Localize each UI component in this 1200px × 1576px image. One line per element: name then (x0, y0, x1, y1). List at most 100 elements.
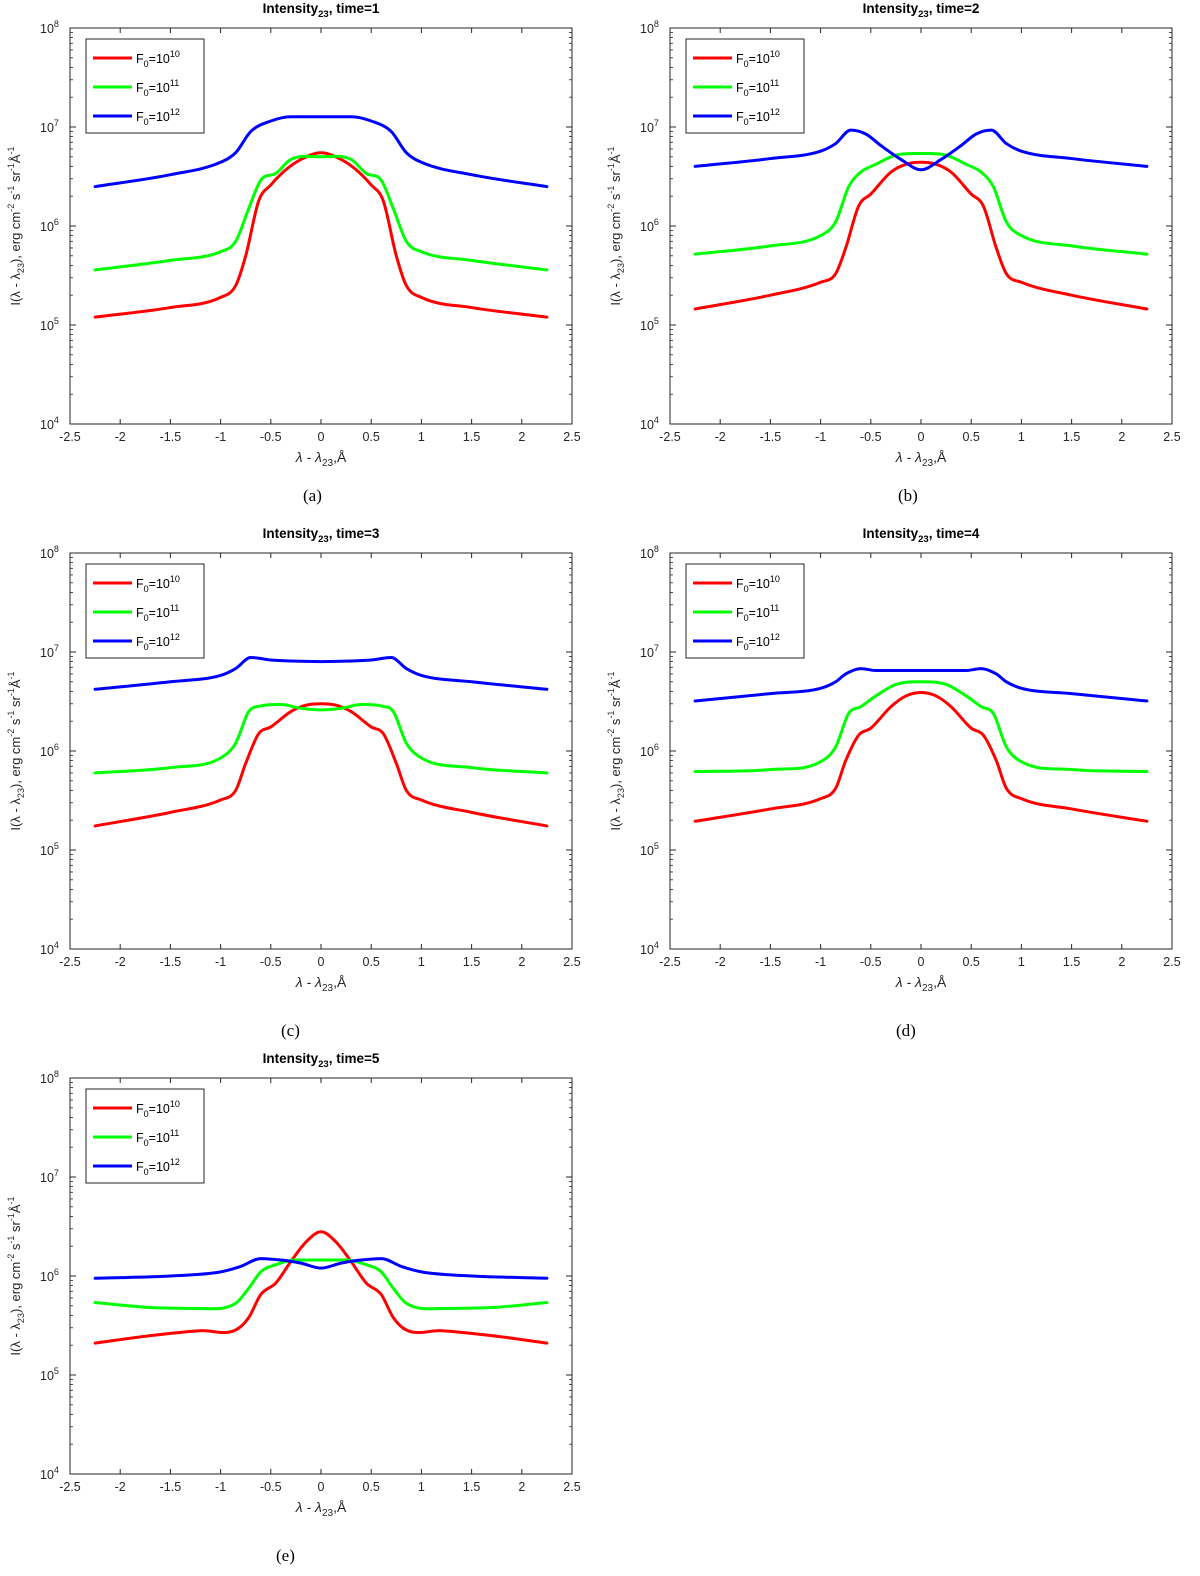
legend-label-12: F0=1012 (136, 632, 180, 652)
legend: F0=1010 F0=1011 F0=1012 (685, 563, 805, 659)
x-tick-label: -0.5 (260, 430, 282, 444)
y-tick-label: 107 (40, 118, 59, 135)
x-tick-label: 1.5 (463, 430, 480, 444)
legend-label-10: F0=1010 (136, 574, 180, 594)
x-tick-label: -2.5 (659, 955, 681, 969)
chart-panel-d: Intensity23, time=4 -2.5 -2 -1.5 -1 -0.5 0 0.5 1… (600, 525, 1200, 1045)
y-tick-label: 105 (40, 841, 59, 858)
legend-label-11: F0=1011 (736, 78, 779, 98)
x-tick-label: 2 (1118, 955, 1125, 969)
series-line-12 (693, 667, 1149, 703)
y-tick-label: 108 (40, 544, 59, 561)
x-tick-label: -2 (115, 430, 126, 444)
chart-title: Intensity23, time=3 (263, 526, 380, 545)
x-tick-label: 1 (418, 955, 425, 969)
y-tick-label: 106 (40, 1267, 59, 1284)
x-tick-label: -1.5 (160, 1480, 182, 1494)
legend-label-12: F0=1012 (136, 1157, 180, 1177)
x-tick-label: 1 (418, 430, 425, 444)
x-tick-label: 1.5 (463, 955, 480, 969)
legend: F0=1010 F0=1011 F0=1012 (85, 563, 205, 659)
x-tick-label: -2.5 (59, 1480, 81, 1494)
chart-title: Intensity23, time=1 (263, 1, 380, 20)
x-tick-label: 1.5 (463, 1480, 480, 1494)
series-line-11 (93, 702, 549, 775)
legend-label-12: F0=1012 (736, 107, 780, 127)
x-tick-label: 0 (318, 1480, 325, 1494)
x-tick-label: -0.5 (260, 1480, 282, 1494)
x-axis-label: λ - λ23,Å (295, 974, 347, 994)
x-tick-label: -2.5 (59, 955, 81, 969)
chart-title: Intensity23, time=4 (863, 526, 980, 545)
x-tick-label: 2 (518, 955, 525, 969)
x-axis-label: λ - λ23,Å (295, 449, 347, 469)
x-tick-label: 0.5 (363, 430, 380, 444)
chart-c: Intensity23, time=3 -2.5 -2 -1.5 -1 -0.5 0 0.5 1… (6, 526, 581, 994)
chart-title: Intensity23, time=5 (263, 1051, 380, 1070)
x-tick-label: 0.5 (363, 955, 380, 969)
series-line-12 (93, 656, 549, 691)
legend-label-11: F0=1011 (136, 603, 179, 623)
x-tick-label: -1 (815, 430, 826, 444)
caption-b: (b) (898, 486, 918, 505)
x-tick-label: 2 (518, 430, 525, 444)
x-tick-label: 0 (918, 955, 925, 969)
x-tick-label: 0.5 (963, 955, 980, 969)
x-tick-label: 0.5 (363, 1480, 380, 1494)
chart-title: Intensity23, time=2 (863, 1, 980, 20)
x-tick-label: -1 (215, 1480, 226, 1494)
y-tick-label: 108 (40, 1069, 59, 1086)
x-tick-label: 2 (1118, 430, 1125, 444)
legend-label-10: F0=1010 (136, 49, 180, 69)
series-line-11 (93, 154, 549, 272)
y-tick-label: 107 (40, 643, 59, 660)
chart-a: Intensity23, time=1 -2.5 -2 -1.5 -1 -0.5 0 0.5 1… (6, 1, 581, 469)
legend: F0=1010 F0=1011 F0=1012 (685, 38, 805, 134)
y-axis-label: I(λ - λ23), erg cm-2 s-1 sr-1Å-1 (606, 146, 626, 305)
series-line-12 (93, 115, 549, 189)
x-tick-label: 2.5 (1163, 955, 1180, 969)
x-tick-label: -1 (215, 955, 226, 969)
caption-d: (d) (896, 1021, 916, 1040)
x-tick-label: 1 (418, 1480, 425, 1494)
y-tick-label: 106 (40, 217, 59, 234)
x-tick-label: -2 (115, 955, 126, 969)
x-tick-label: -2 (715, 955, 726, 969)
y-tick-label: 108 (640, 544, 659, 561)
y-tick-label: 104 (40, 940, 59, 957)
caption-e: (e) (276, 1546, 295, 1565)
y-axis-label: I(λ - λ23), erg cm-2 s-1 sr-1Å-1 (6, 671, 26, 830)
x-tick-label: -2.5 (59, 430, 81, 444)
x-tick-label: 2.5 (1163, 430, 1180, 444)
legend-label-12: F0=1012 (736, 632, 780, 652)
x-tick-label: 2.5 (563, 1480, 580, 1494)
y-tick-label: 105 (40, 1366, 59, 1383)
y-tick-label: 104 (40, 1465, 59, 1482)
series-line-10 (693, 690, 1149, 823)
legend: F0=1010 F0=1011 F0=1012 (85, 38, 205, 134)
series-line-12 (93, 1257, 549, 1280)
legend-label-11: F0=1011 (736, 603, 779, 623)
x-tick-label: 1.5 (1063, 430, 1080, 444)
x-tick-label: -1.5 (760, 430, 782, 444)
series-line-10 (93, 151, 549, 319)
y-tick-label: 105 (640, 316, 659, 333)
y-tick-label: 108 (640, 19, 659, 36)
series-line-10 (693, 160, 1149, 311)
series-line-11 (693, 151, 1149, 256)
x-axis-label: λ - λ23,Å (895, 449, 947, 469)
y-axis-label: I(λ - λ23), erg cm-2 s-1 sr-1Å-1 (6, 1196, 26, 1355)
x-tick-label: -1.5 (760, 955, 782, 969)
y-tick-label: 105 (40, 316, 59, 333)
y-axis-label: I(λ - λ23), erg cm-2 s-1 sr-1Å-1 (606, 671, 626, 830)
chart-d: Intensity23, time=4 -2.5 -2 -1.5 -1 -0.5 0 0.5 1… (606, 526, 1181, 994)
chart-panel-c: Intensity23, time=3 -2.5 -2 -1.5 -1 -0.5 0 0.5 1… (0, 525, 600, 1045)
caption-a: (a) (303, 486, 322, 505)
series-line-10 (93, 702, 549, 828)
chart-e: Intensity23, time=5 -2.5 -2 -1.5 -1 -0.5 0 0.5 1… (6, 1051, 581, 1519)
x-tick-label: 1 (1018, 430, 1025, 444)
y-tick-label: 106 (640, 742, 659, 759)
y-tick-label: 107 (640, 643, 659, 660)
y-axis-label: I(λ - λ23), erg cm-2 s-1 sr-1Å-1 (6, 146, 26, 305)
y-tick-label: 107 (640, 118, 659, 135)
